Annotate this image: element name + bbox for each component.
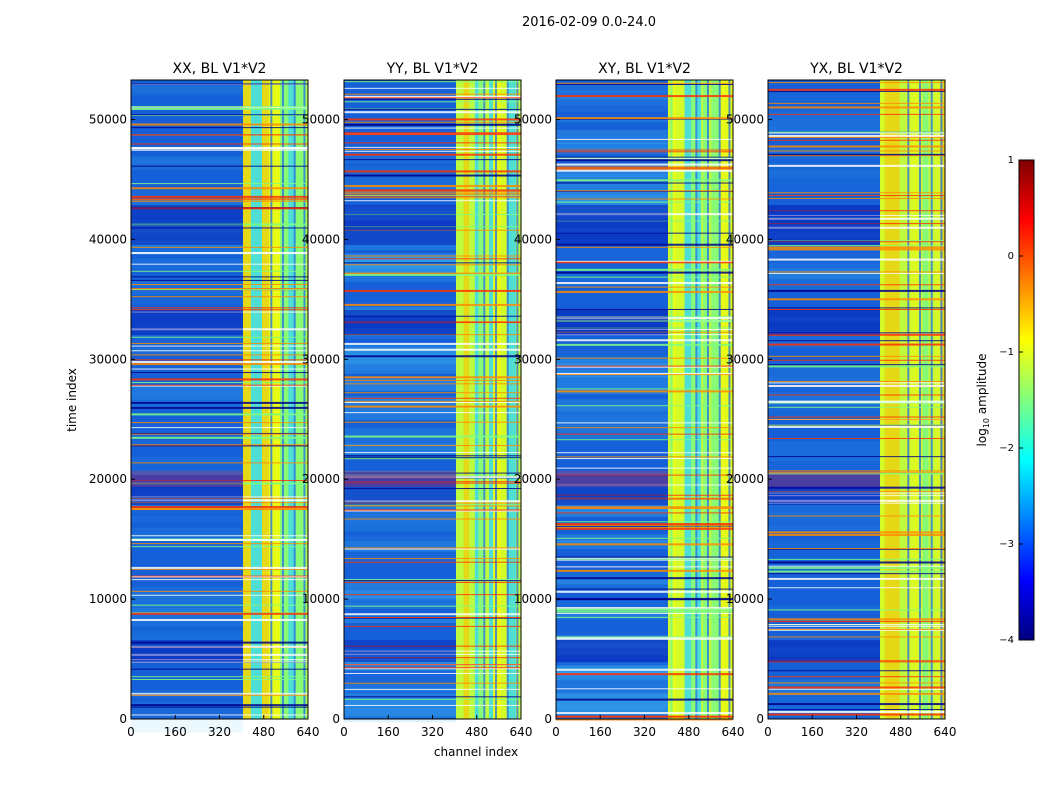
x-tick-label: 320 bbox=[421, 725, 444, 739]
heatmap-image bbox=[556, 80, 733, 721]
x-tick-label: 160 bbox=[801, 725, 824, 739]
heatmap-image bbox=[768, 80, 945, 719]
y-tick-label: 50000 bbox=[89, 113, 127, 127]
figure-title: 2016-02-09 0.0-24.0 bbox=[522, 15, 656, 30]
panel-title: XX, BL V1*V2 bbox=[173, 61, 267, 77]
x-tick-label: 0 bbox=[127, 725, 135, 739]
heatmap-image bbox=[131, 80, 308, 733]
y-tick-label: 20000 bbox=[726, 472, 764, 486]
x-tick-label: 160 bbox=[164, 725, 187, 739]
panel-3: XY, BL V1*V2 0 160 320 480 640 0 10000 20000 3000… bbox=[514, 61, 745, 739]
y-tick-label: 40000 bbox=[302, 232, 340, 246]
y-tick-label: 30000 bbox=[514, 352, 552, 366]
colorbar-label: log10 amplitude bbox=[975, 354, 991, 447]
x-tick-label: 640 bbox=[934, 725, 957, 739]
colorbar-tick-label: −3 bbox=[999, 539, 1014, 550]
x-tick-label: 0 bbox=[764, 725, 772, 739]
y-tick-label: 10000 bbox=[514, 592, 552, 606]
colorbar-tick-label: −4 bbox=[999, 635, 1014, 646]
y-tick-label: 30000 bbox=[302, 352, 340, 366]
x-tick-label: 480 bbox=[677, 725, 700, 739]
panel-title: YX, BL V1*V2 bbox=[809, 61, 903, 77]
colorbar-label-subscript: 10 bbox=[982, 418, 991, 428]
colorbar-tick-label: 0 bbox=[1008, 251, 1014, 262]
panels: XX, BL V1*V2 0 160 320 480 640 0 10000 20000 3000… bbox=[89, 61, 957, 739]
x-tick-label: 480 bbox=[252, 725, 275, 739]
y-tick-label: 10000 bbox=[302, 592, 340, 606]
x-tick-label: 480 bbox=[889, 725, 912, 739]
x-tick-label: 320 bbox=[845, 725, 868, 739]
x-tick-label: 0 bbox=[552, 725, 560, 739]
panel-2: YY, BL V1*V2 0 160 320 480 640 0 10000 20000 3000… bbox=[302, 61, 533, 739]
y-tick-label: 40000 bbox=[89, 232, 127, 246]
y-tick-label: 10000 bbox=[89, 592, 127, 606]
y-tick-label: 0 bbox=[119, 712, 127, 726]
colorbar-label-prefix: log bbox=[975, 428, 989, 446]
colorbar: 1 0 −1 −2 −3 −4 bbox=[999, 155, 1035, 646]
x-axis-label: channel index bbox=[434, 745, 518, 759]
y-tick-label: 20000 bbox=[514, 472, 552, 486]
y-tick-label: 40000 bbox=[726, 232, 764, 246]
panel-title: XY, BL V1*V2 bbox=[598, 61, 691, 77]
x-tick-label: 480 bbox=[465, 725, 488, 739]
colorbar-tick-label: −1 bbox=[999, 347, 1014, 358]
panel-4: YX, BL V1*V2 0 160 320 480 640 0 10000 20000 3000… bbox=[726, 61, 957, 739]
x-tick-label: 640 bbox=[510, 725, 533, 739]
y-tick-label: 30000 bbox=[726, 352, 764, 366]
y-tick-label: 10000 bbox=[726, 592, 764, 606]
y-tick-label: 50000 bbox=[302, 113, 340, 127]
x-tick-label: 320 bbox=[633, 725, 656, 739]
y-tick-label: 40000 bbox=[514, 232, 552, 246]
x-tick-label: 0 bbox=[340, 725, 348, 739]
y-tick-label: 0 bbox=[332, 712, 340, 726]
x-tick-label: 640 bbox=[297, 725, 320, 739]
panel-1: XX, BL V1*V2 0 160 320 480 640 0 10000 20000 3000… bbox=[89, 61, 320, 739]
y-tick-label: 50000 bbox=[514, 113, 552, 127]
y-tick-label: 50000 bbox=[726, 113, 764, 127]
colorbar-label-suffix: amplitude bbox=[975, 354, 989, 418]
y-axis-label: time index bbox=[65, 368, 79, 432]
panel-title: YY, BL V1*V2 bbox=[386, 61, 479, 77]
x-tick-label: 160 bbox=[589, 725, 612, 739]
y-tick-label: 20000 bbox=[302, 472, 340, 486]
y-tick-label: 20000 bbox=[89, 472, 127, 486]
x-tick-label: 160 bbox=[377, 725, 400, 739]
y-tick-label: 30000 bbox=[89, 352, 127, 366]
x-tick-label: 640 bbox=[722, 725, 745, 739]
x-tick-label: 320 bbox=[208, 725, 231, 739]
y-tick-label: 0 bbox=[544, 712, 552, 726]
colorbar-tick-label: 1 bbox=[1008, 155, 1014, 166]
heatmap-image bbox=[344, 80, 521, 723]
colorbar-tick-label: −2 bbox=[999, 443, 1014, 454]
y-tick-label: 0 bbox=[756, 712, 764, 726]
colorbar-gradient bbox=[1018, 159, 1035, 641]
